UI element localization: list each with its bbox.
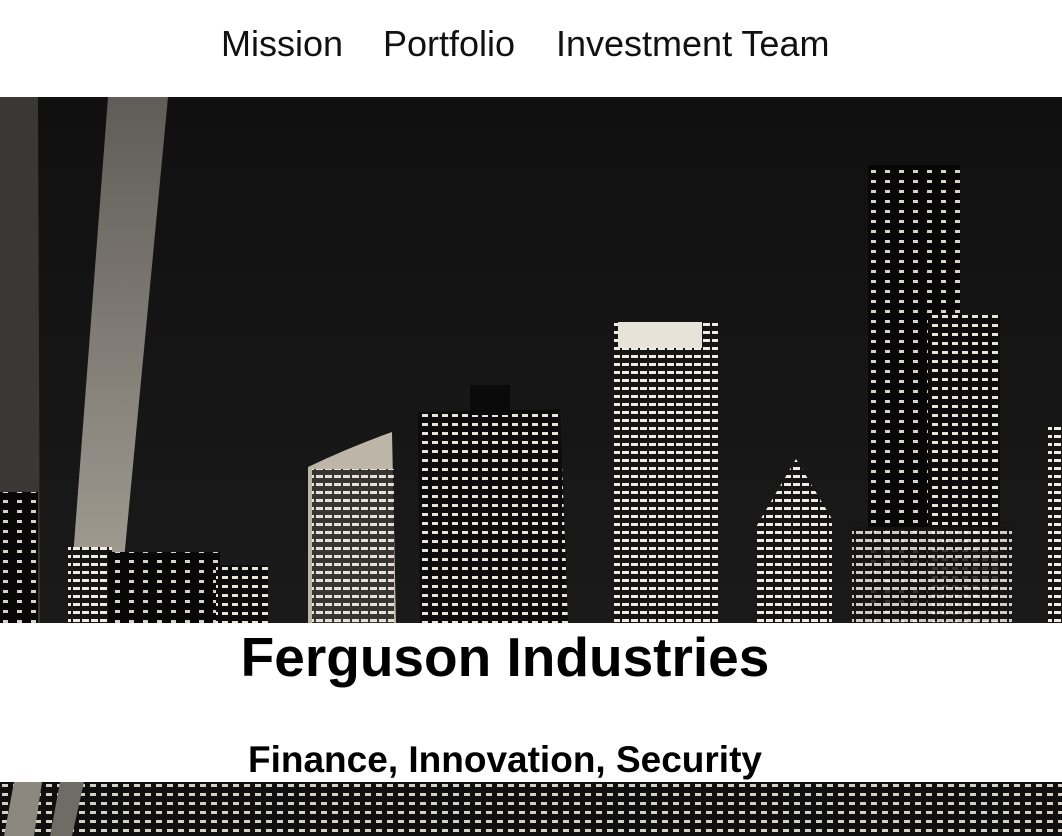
footer-skyline-strip [0,782,1062,836]
top-navigation: Mission Portfolio Investment Team [0,0,1062,97]
skyline-illustration [0,97,1062,623]
nav-link-portfolio[interactable]: Portfolio [383,23,516,64]
hero-skyline-image [0,97,1062,623]
company-tagline: Finance, Innovation, Security [248,739,762,780]
nav-link-investment-team[interactable]: Investment Team [556,23,830,64]
company-title: Ferguson Industries [240,626,770,688]
skyline-strip-illustration [0,782,1062,836]
nav-link-mission[interactable]: Mission [221,23,344,64]
